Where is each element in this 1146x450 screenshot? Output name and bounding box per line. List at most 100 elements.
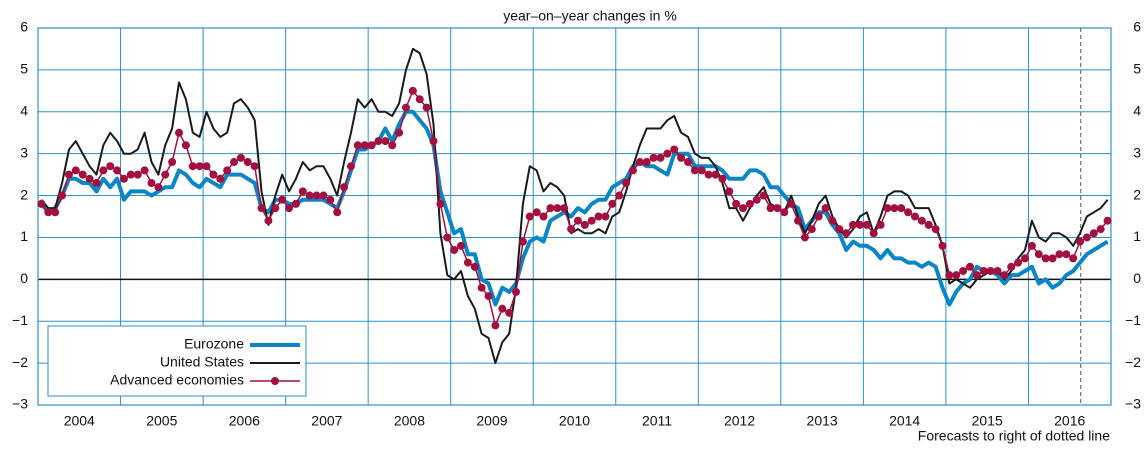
x-tick-label: 2015 bbox=[972, 413, 1003, 429]
series-dot bbox=[491, 321, 500, 330]
series-dot bbox=[1021, 254, 1030, 263]
series-dot bbox=[855, 220, 864, 229]
series-dot bbox=[725, 187, 734, 196]
series-dot bbox=[1089, 229, 1098, 238]
series-dot bbox=[133, 170, 142, 179]
y-tick-label: 1 bbox=[20, 228, 28, 244]
series-dot bbox=[849, 220, 858, 229]
series-dot bbox=[161, 170, 170, 179]
series-dot bbox=[443, 233, 452, 242]
series-dot bbox=[518, 237, 527, 246]
series-dot bbox=[897, 204, 906, 213]
series-dot bbox=[532, 208, 541, 217]
series-dot bbox=[505, 308, 514, 317]
y-tick-label-right: 0 bbox=[1133, 270, 1141, 286]
series-dot bbox=[745, 199, 754, 208]
series-dot bbox=[567, 225, 576, 234]
series-line bbox=[40, 90, 1109, 327]
series-dot bbox=[250, 162, 259, 171]
series-dot bbox=[924, 220, 933, 229]
series-dot bbox=[945, 271, 954, 280]
series-dot bbox=[1041, 254, 1050, 263]
series-dot bbox=[58, 191, 67, 200]
series-dot bbox=[959, 266, 968, 275]
series-dot bbox=[663, 149, 672, 158]
series-dot bbox=[656, 153, 665, 162]
series-dot bbox=[436, 199, 445, 208]
series-dot bbox=[931, 225, 940, 234]
series-dot bbox=[278, 195, 287, 204]
x-tick-label: 2011 bbox=[642, 413, 672, 429]
series-dot bbox=[353, 141, 362, 150]
series-dot bbox=[477, 283, 486, 292]
series-dot bbox=[690, 166, 699, 175]
series-dot bbox=[759, 191, 768, 200]
y-tick-label: 5 bbox=[20, 61, 28, 77]
series-dot bbox=[1076, 237, 1085, 246]
series-dot bbox=[422, 103, 431, 112]
series-dot bbox=[106, 162, 115, 171]
series-dot bbox=[340, 183, 349, 192]
y-tick-label-right: 1 bbox=[1133, 228, 1141, 244]
y-tick-label-right: −1 bbox=[1125, 312, 1141, 328]
y-tick-label: 6 bbox=[20, 19, 28, 35]
series-dot bbox=[1103, 216, 1112, 225]
series-dot bbox=[85, 174, 94, 183]
series-dot bbox=[37, 199, 46, 208]
series-dot bbox=[862, 220, 871, 229]
series-dot bbox=[498, 304, 507, 313]
y-tick-label-right: 5 bbox=[1133, 61, 1141, 77]
series-dot bbox=[677, 153, 686, 162]
series-dot bbox=[800, 233, 809, 242]
series-dot bbox=[71, 166, 80, 175]
series-dot bbox=[51, 208, 60, 217]
x-tick-label: 2014 bbox=[889, 413, 920, 429]
series-dot bbox=[305, 191, 314, 200]
series-dot bbox=[780, 208, 789, 217]
series-dot bbox=[814, 212, 823, 221]
series-dot bbox=[704, 170, 713, 179]
series-dot bbox=[1096, 225, 1105, 234]
series-dot bbox=[773, 204, 782, 213]
series-dot bbox=[147, 178, 156, 187]
series-dot bbox=[1055, 250, 1064, 259]
series-dot bbox=[168, 158, 177, 167]
series-dot bbox=[360, 141, 369, 150]
series-dot bbox=[188, 162, 197, 171]
legend-label: Eurozone bbox=[184, 336, 244, 352]
y-tick-label: 2 bbox=[20, 186, 28, 202]
series-dot bbox=[642, 158, 651, 167]
series-dot bbox=[401, 103, 410, 112]
series-dot bbox=[291, 199, 300, 208]
series-dot bbox=[628, 166, 637, 175]
series-dot bbox=[1014, 258, 1023, 267]
series-dot bbox=[622, 178, 631, 187]
series-dot bbox=[573, 216, 582, 225]
y-tick-label-right: −2 bbox=[1125, 354, 1141, 370]
series-dot bbox=[92, 178, 101, 187]
series-dot bbox=[883, 204, 892, 213]
series-dot bbox=[594, 212, 603, 221]
series-dot bbox=[236, 153, 245, 162]
series-dot bbox=[697, 166, 706, 175]
series-dot bbox=[326, 195, 335, 204]
series-dot bbox=[649, 153, 658, 162]
series-dot bbox=[1007, 262, 1016, 271]
series-dot bbox=[842, 229, 851, 238]
series-dot bbox=[601, 212, 610, 221]
series-dot bbox=[670, 145, 679, 154]
series-dot bbox=[986, 266, 995, 275]
series-dot bbox=[539, 212, 548, 221]
series-dot bbox=[175, 128, 184, 137]
series-dot bbox=[512, 287, 521, 296]
footnote: Forecasts to right of dotted line bbox=[918, 428, 1110, 444]
series-dot bbox=[952, 271, 961, 280]
series-dot bbox=[223, 166, 232, 175]
series-dot bbox=[904, 208, 913, 217]
series-dot bbox=[979, 266, 988, 275]
series-dot bbox=[608, 199, 617, 208]
series-dot bbox=[319, 191, 328, 200]
series-dot bbox=[910, 212, 919, 221]
series-dot bbox=[415, 95, 424, 104]
series-dot bbox=[546, 204, 555, 213]
